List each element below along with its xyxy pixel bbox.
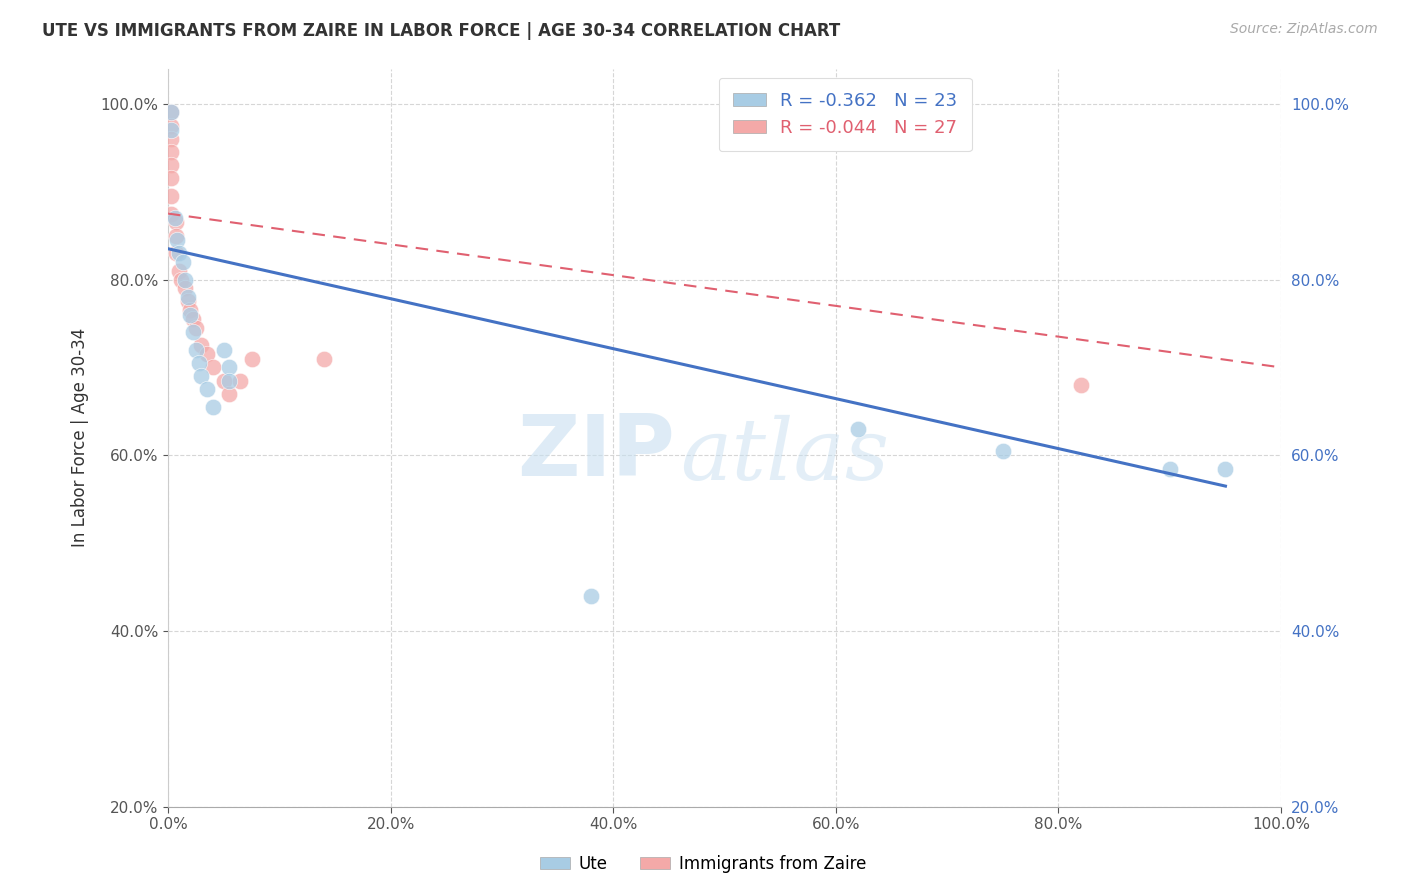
Y-axis label: In Labor Force | Age 30-34: In Labor Force | Age 30-34 (72, 328, 89, 548)
Point (167, 246, 190, 260)
Point (991, 444, 1014, 458)
Legend: R = -0.362   N = 23, R = -0.044   N = 27: R = -0.362 N = 23, R = -0.044 N = 27 (718, 78, 972, 152)
Point (165, 246, 187, 260)
Point (181, 325, 204, 339)
Point (1159, 461, 1181, 475)
Point (160, 189, 183, 203)
Text: Source: ZipAtlas.com: Source: ZipAtlas.com (1230, 22, 1378, 37)
Point (160, 123, 183, 137)
Point (212, 374, 235, 388)
Point (229, 374, 252, 388)
Point (240, 351, 263, 366)
Point (166, 233, 188, 247)
Point (167, 263, 190, 277)
Point (177, 290, 200, 304)
Point (846, 422, 869, 436)
Point (179, 308, 201, 322)
Point (201, 400, 224, 414)
Point (181, 312, 204, 326)
Point (173, 272, 195, 286)
Text: ZIP: ZIP (517, 411, 675, 494)
Point (1215, 461, 1237, 475)
Point (195, 347, 218, 361)
Point (170, 272, 193, 286)
Point (160, 119, 183, 133)
Point (579, 589, 602, 603)
Point (160, 132, 183, 146)
Point (1070, 378, 1092, 392)
Point (160, 145, 183, 159)
Point (160, 105, 183, 120)
Point (177, 294, 200, 309)
Point (165, 228, 187, 243)
Point (160, 158, 183, 172)
Legend: Ute, Immigrants from Zaire: Ute, Immigrants from Zaire (533, 848, 873, 880)
Point (212, 343, 235, 357)
Point (201, 360, 224, 375)
Point (160, 105, 183, 120)
Point (190, 338, 212, 352)
Point (184, 343, 207, 357)
Point (173, 281, 195, 295)
Point (218, 386, 240, 401)
Point (184, 321, 207, 335)
Point (312, 351, 335, 366)
Point (165, 215, 187, 229)
Point (218, 360, 240, 375)
Point (172, 255, 194, 269)
Text: UTE VS IMMIGRANTS FROM ZAIRE IN LABOR FORCE | AGE 30-34 CORRELATION CHART: UTE VS IMMIGRANTS FROM ZAIRE IN LABOR FO… (42, 22, 841, 40)
Point (195, 383, 218, 397)
Point (163, 211, 186, 225)
Point (160, 206, 183, 220)
Text: atlas: atlas (681, 415, 889, 498)
Point (188, 356, 211, 370)
Point (160, 171, 183, 186)
Point (190, 369, 212, 384)
Point (218, 374, 240, 388)
Point (179, 303, 201, 318)
